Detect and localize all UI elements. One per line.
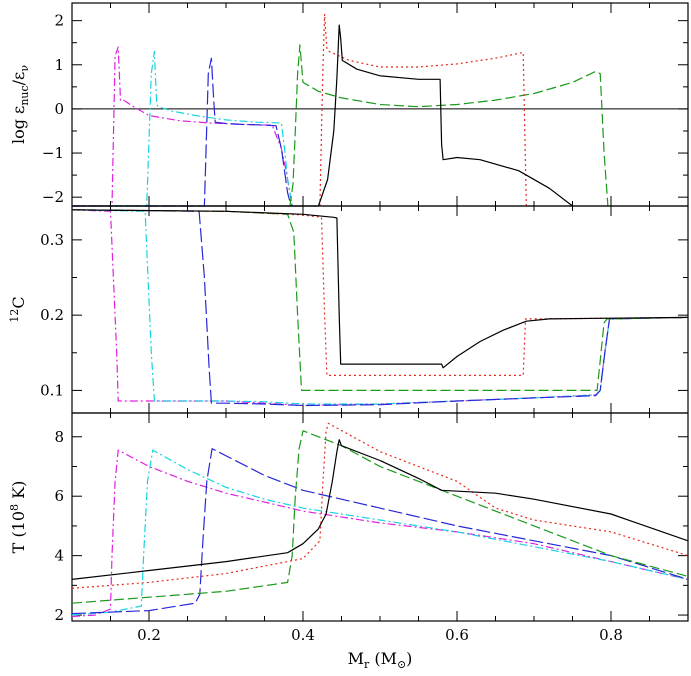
series-green-temperature (71, 430, 689, 604)
panel-temperature-ticks (71, 413, 689, 621)
panel-carbon-abundance-ticks (71, 206, 689, 413)
y-tick-label: 0.2 (40, 306, 64, 324)
panel-carbon-abundance-tick-labels: 0.1 0.2 0.3 (40, 231, 64, 400)
series-blue-temperature (71, 448, 689, 615)
series-green-energy-ratio (289, 44, 609, 207)
series-magenta-energy-ratio (72, 46, 293, 207)
series-green-carbon-abundance (71, 209, 689, 391)
panel-carbon-abundance-series (71, 209, 689, 407)
series-red-energy-ratio (319, 13, 527, 207)
panel-energy-ratio-y-label: log εnuc/εν (9, 65, 31, 144)
series-black-temperature (71, 439, 689, 580)
y-tick-label: 0 (54, 100, 64, 118)
y-tick-label: −1 (42, 144, 64, 162)
series-black-energy-ratio (72, 24, 573, 207)
series-red-temperature (71, 422, 689, 589)
y-tick-label: 8 (54, 428, 64, 446)
panel-temperature-tick-labels: 2 4 6 8 0.2 0.4 0.6 0.8 (54, 428, 622, 644)
y-tick-label: 0.3 (40, 231, 64, 249)
x-tick-label: 0.2 (137, 626, 161, 644)
panel-energy-ratio-tick-labels: −2 −1 0 1 2 (42, 12, 64, 207)
x-axis-label: Mr (M⊙) (348, 649, 413, 671)
y-tick-label: 2 (54, 606, 64, 624)
y-tick-label: 1 (54, 56, 64, 74)
series-blue-carbon-abundance (71, 209, 689, 407)
series-cyan-temperature (71, 449, 689, 616)
panel-temperature-y-label: T (108 K) (8, 481, 28, 554)
y-tick-label: 0.1 (40, 381, 64, 399)
panel-carbon-abundance: 0.1 0.2 0.3 12C (8, 205, 689, 414)
y-tick-label: 2 (54, 12, 64, 30)
series-black-carbon-abundance (71, 209, 689, 369)
y-tick-label: 4 (54, 547, 64, 565)
series-magenta-carbon-abundance (71, 209, 689, 407)
x-tick-label: 0.8 (599, 626, 623, 644)
panel-energy-ratio-series (72, 13, 688, 207)
panel-temperature-frame (71, 412, 689, 622)
x-tick-label: 0.4 (291, 626, 315, 644)
panel-temperature-series (71, 422, 689, 618)
panel-carbon-abundance-y-label: 12C (8, 296, 28, 322)
series-magenta-temperature (71, 449, 689, 618)
y-tick-label: −2 (42, 188, 64, 206)
series-blue-energy-ratio (72, 57, 293, 207)
y-tick-label: 6 (54, 487, 64, 505)
panel-energy-ratio: −2 −1 0 1 2 log εnuc/εν (9, 2, 689, 207)
series-cyan-energy-ratio (72, 50, 293, 207)
panel-temperature: 2 4 6 8 0.2 0.4 0.6 0.8 T (108 K) Mr (M⊙) (8, 412, 689, 671)
panel-carbon-abundance-frame (71, 205, 689, 414)
x-tick-label: 0.6 (445, 626, 469, 644)
series-cyan-carbon-abundance (71, 209, 689, 405)
series-red-carbon-abundance (71, 209, 689, 376)
